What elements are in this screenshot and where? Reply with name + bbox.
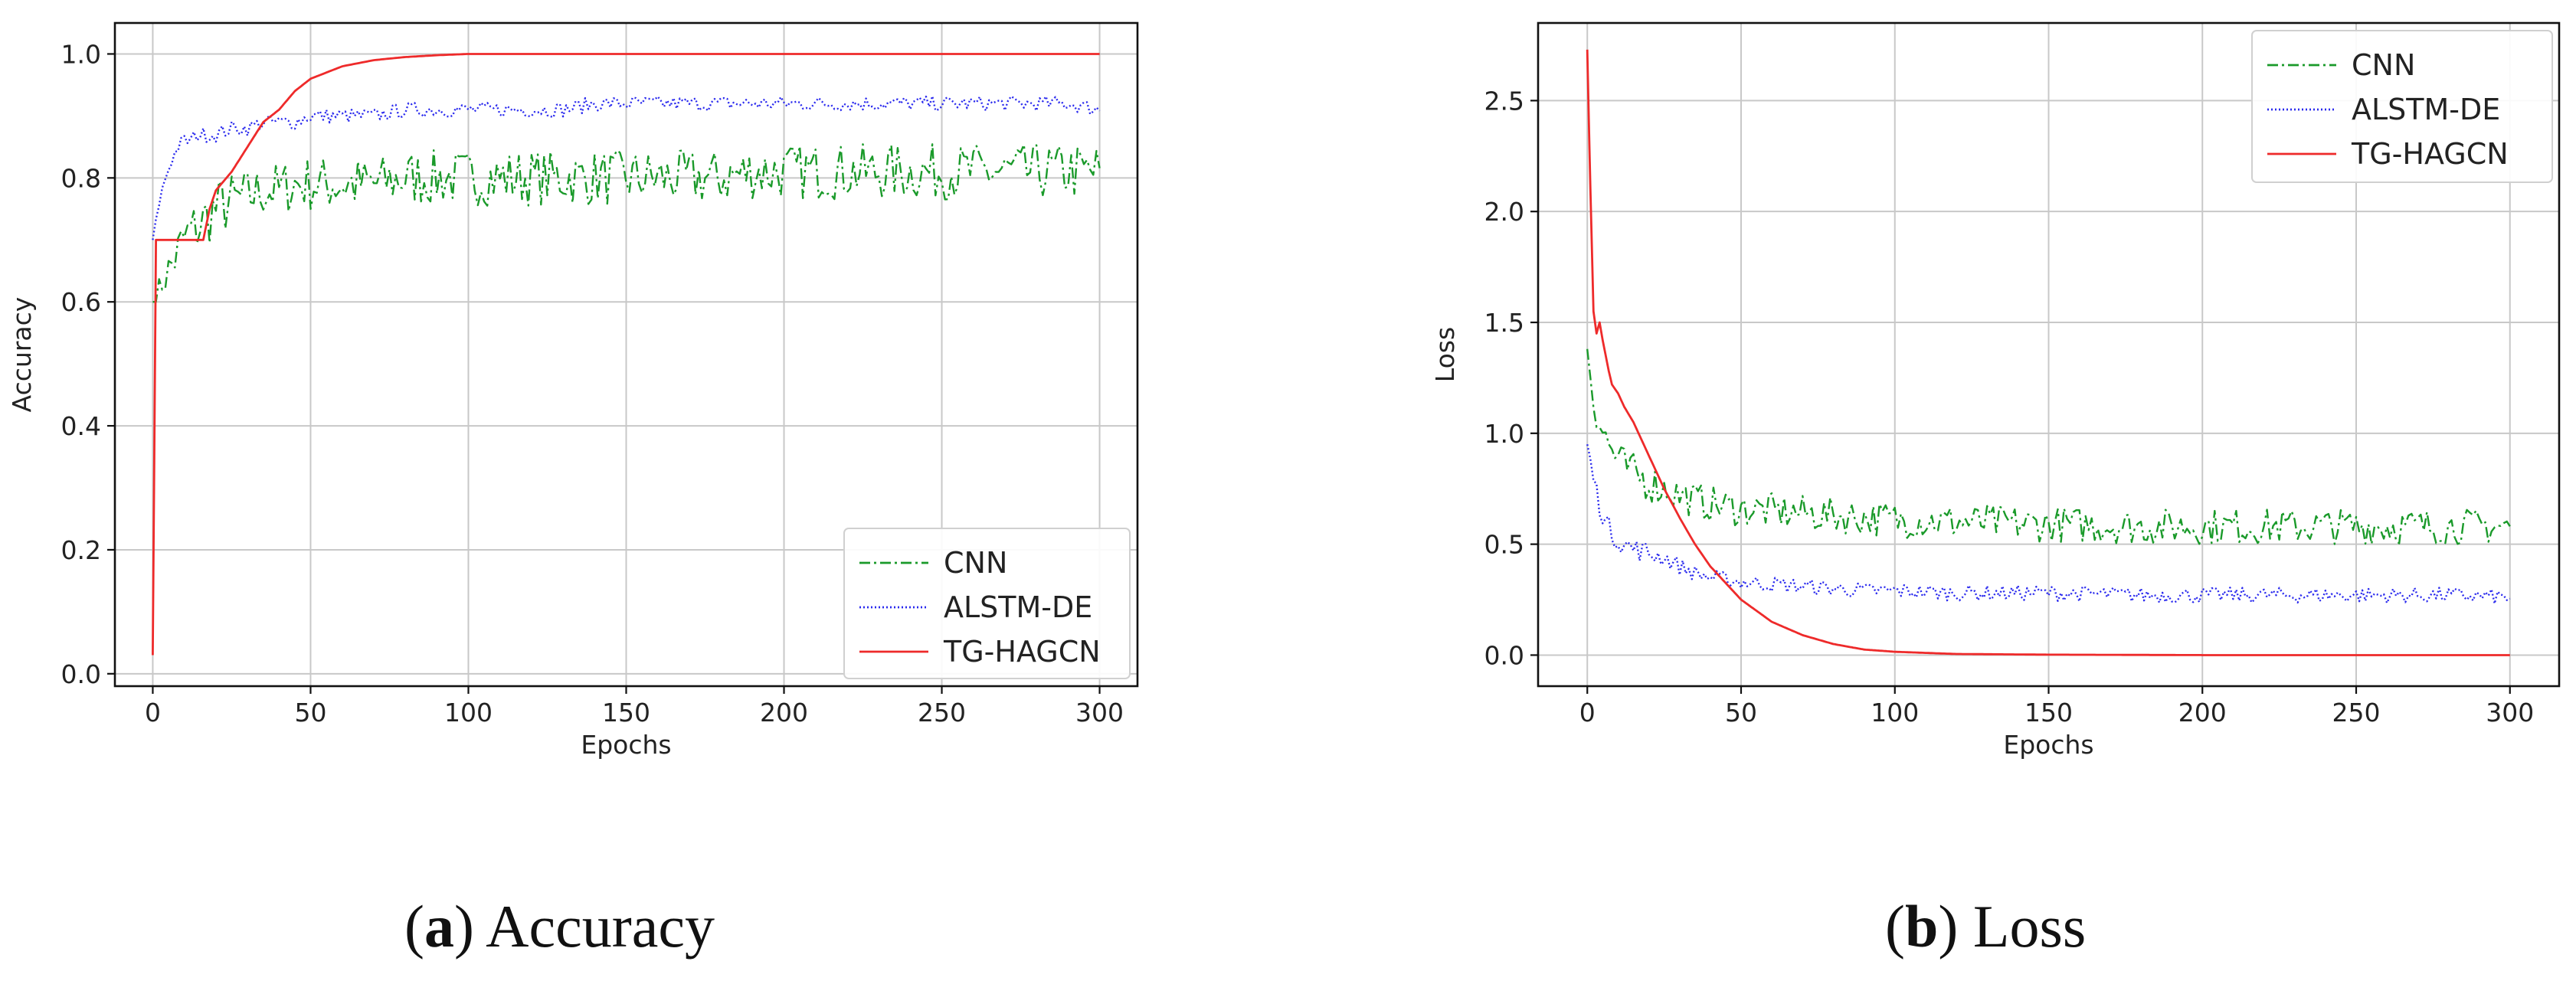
x-tick-label: 300 [2486, 698, 2534, 728]
x-axis-label: Epochs [2003, 730, 2093, 760]
x-tick-label: 0 [1579, 698, 1596, 728]
x-tick-label: 300 [1075, 698, 1124, 728]
y-tick-label: 0.5 [1484, 530, 1524, 560]
y-tick-label: 0.6 [61, 287, 101, 317]
x-tick-label: 100 [444, 698, 493, 728]
x-tick-label: 100 [1871, 698, 1919, 728]
series-line-tg-hagcn [1586, 49, 2510, 656]
accuracy-chart: 0 50 100 150 200 250 300 0.0 0.2 0.4 0.6 0.8 1.0 Epoc… [7, 21, 1139, 760]
y-tick-label: 2.0 [1484, 197, 1524, 227]
x-axis-label: Epochs [581, 730, 671, 760]
series-line-cnn [152, 143, 1101, 303]
x-tick-label: 150 [2024, 698, 2073, 728]
series-line-alstm-de [1586, 444, 2511, 605]
legend-label-alstm-de: ALSTM-DE [944, 590, 1092, 624]
legend-box [843, 528, 1131, 679]
series-line-tg-hagcn [152, 53, 1100, 656]
x-tick-label: 0 [145, 698, 161, 728]
legend-box [2251, 30, 2553, 183]
loss-chart: 0 50 100 150 200 250 300 0.0 0.5 1.0 1.5 2.0 2.5 Epoc… [1430, 21, 2561, 760]
caption-loss-text: Loss [1958, 893, 2087, 960]
y-tick-label: 1.0 [1484, 419, 1524, 449]
x-tick-label: 200 [2178, 698, 2227, 728]
x-tick-label: 250 [918, 698, 966, 728]
y-tick-label: 0.0 [61, 659, 101, 689]
legend-label-tg-hagcn: TG-HAGCN [2351, 137, 2509, 171]
legend: CNN ALSTM-DE TG-HAGCN [843, 528, 1131, 679]
caption-accuracy-text: Accuracy [473, 893, 715, 960]
x-tick-label: 200 [760, 698, 808, 728]
legend-label-cnn: CNN [2352, 48, 2415, 82]
y-axis-label: Loss [1430, 327, 1460, 382]
y-tick-label: 0.2 [61, 535, 101, 565]
caption-loss: (b) Loss [1885, 893, 2087, 960]
y-tick-label: 2.5 [1484, 86, 1524, 116]
y-axis-label: Accuracy [7, 297, 37, 413]
caption-loss-letter: b [1904, 893, 1939, 960]
x-tick-label: 150 [602, 698, 650, 728]
legend: CNN ALSTM-DE TG-HAGCN [2251, 30, 2553, 183]
legend-label-alstm-de: ALSTM-DE [2352, 93, 2500, 126]
series-line-alstm-de [152, 95, 1101, 240]
series-line-cnn [1586, 348, 2511, 545]
caption-accuracy: (a) Accuracy [404, 893, 715, 960]
x-tick-label: 250 [2332, 698, 2381, 728]
y-tick-label: 0.8 [61, 163, 101, 193]
y-tick-label: 0.4 [61, 411, 101, 441]
x-tick-label: 50 [1725, 698, 1757, 728]
y-tick-label: 1.0 [61, 39, 101, 69]
caption-accuracy-letter: a [424, 893, 454, 960]
y-tick-label: 0.0 [1484, 640, 1524, 670]
legend-label-tg-hagcn: TG-HAGCN [943, 635, 1101, 669]
y-tick-label: 1.5 [1484, 308, 1524, 338]
legend-label-cnn: CNN [944, 546, 1007, 580]
x-tick-label: 50 [294, 698, 326, 728]
